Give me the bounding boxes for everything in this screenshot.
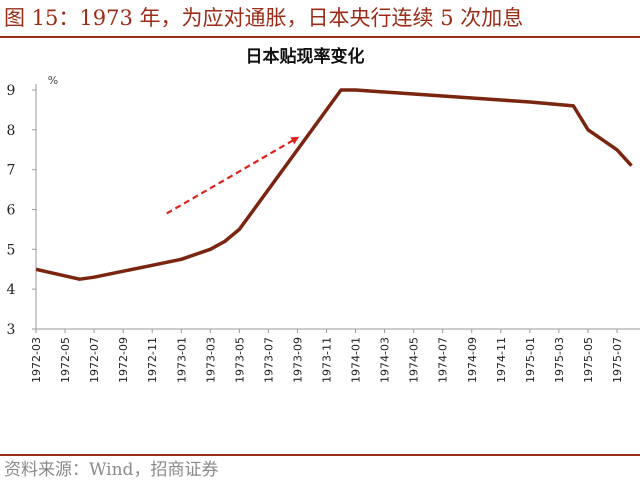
- figure-title: 图 15：1973 年，为应对通胀，日本央行连续 5 次加息: [4, 6, 524, 30]
- x-tick-label: 1973-03: [204, 337, 217, 383]
- y-tick-label: 9: [7, 83, 16, 99]
- x-tick-label: 1972-07: [88, 337, 101, 383]
- x-tick-label: 1974-03: [379, 337, 392, 383]
- x-tick-label: 1973-09: [291, 337, 304, 383]
- y-tick-label: 7: [7, 163, 16, 179]
- discount-rate-line: [36, 88, 633, 281]
- x-tick-label: 1973-05: [233, 337, 246, 383]
- chart-axes: [35, 84, 640, 330]
- y-tick-label: 6: [7, 203, 16, 219]
- y-tick-label: 8: [7, 123, 16, 139]
- x-axis-ticks: 1972-03 1972-05 1972-07 1972-09 1972-11 1973-…: [30, 329, 624, 383]
- x-tick-label: 1974-07: [437, 337, 450, 383]
- x-tick-label: 1975-03: [553, 337, 566, 383]
- x-tick-label: 1973-11: [321, 337, 334, 383]
- x-tick-label: 1972-11: [146, 337, 159, 383]
- x-tick-label: 1973-01: [175, 337, 188, 383]
- trend-arrow: [166, 136, 300, 215]
- source-note: 资料来源：Wind，招商证券: [4, 460, 219, 480]
- y-tick-label: 5: [7, 242, 16, 258]
- x-tick-label: 1975-07: [611, 337, 624, 383]
- x-tick-label: 1972-05: [59, 337, 72, 383]
- y-unit-label: %: [48, 74, 58, 87]
- series-layer: [36, 88, 633, 281]
- y-tick-label: 3: [7, 322, 16, 338]
- title-divider: [0, 36, 640, 38]
- x-tick-label: 1973-07: [262, 337, 275, 383]
- y-axis-ticks: 3 4 5 6 7 8 9: [7, 83, 36, 338]
- x-tick-label: 1974-05: [408, 337, 421, 383]
- y-tick-label: 4: [7, 282, 16, 298]
- x-tick-label: 1974-09: [466, 337, 479, 383]
- annotation-layer: [166, 136, 300, 215]
- x-tick-label: 1972-03: [30, 337, 43, 383]
- x-tick-label: 1975-05: [582, 337, 595, 383]
- chart-title: 日本贴现率变化: [246, 46, 365, 67]
- x-tick-label: 1974-01: [350, 337, 363, 383]
- source-divider: [0, 454, 640, 456]
- x-tick-label: 1974-11: [495, 337, 508, 383]
- x-tick-label: 1972-09: [117, 337, 130, 383]
- x-tick-label: 1975-01: [524, 337, 537, 383]
